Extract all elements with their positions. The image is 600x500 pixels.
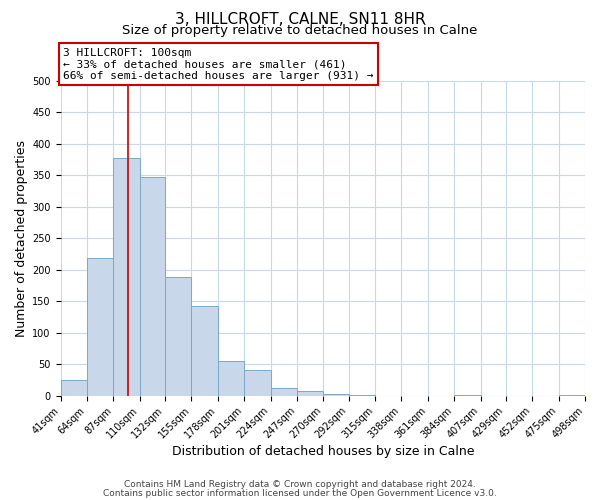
- Bar: [323, 394, 349, 396]
- Bar: [297, 390, 323, 396]
- Bar: [165, 278, 191, 396]
- Bar: [113, 158, 140, 396]
- Text: Contains public sector information licensed under the Open Government Licence v3: Contains public sector information licen…: [103, 488, 497, 498]
- Bar: [244, 370, 271, 396]
- Y-axis label: Number of detached properties: Number of detached properties: [15, 140, 28, 336]
- Text: 3, HILLCROFT, CALNE, SN11 8HR: 3, HILLCROFT, CALNE, SN11 8HR: [175, 12, 425, 28]
- Bar: [87, 258, 113, 396]
- Bar: [349, 395, 375, 396]
- X-axis label: Distribution of detached houses by size in Calne: Distribution of detached houses by size …: [172, 444, 474, 458]
- Bar: [271, 388, 297, 396]
- Bar: [454, 395, 481, 396]
- Text: Size of property relative to detached houses in Calne: Size of property relative to detached ho…: [122, 24, 478, 37]
- Bar: [191, 306, 218, 396]
- Text: Contains HM Land Registry data © Crown copyright and database right 2024.: Contains HM Land Registry data © Crown c…: [124, 480, 476, 489]
- Bar: [559, 395, 585, 396]
- Bar: [218, 361, 244, 396]
- Bar: [61, 380, 87, 396]
- Bar: [140, 177, 165, 396]
- Text: 3 HILLCROFT: 100sqm
← 33% of detached houses are smaller (461)
66% of semi-detac: 3 HILLCROFT: 100sqm ← 33% of detached ho…: [63, 48, 374, 80]
